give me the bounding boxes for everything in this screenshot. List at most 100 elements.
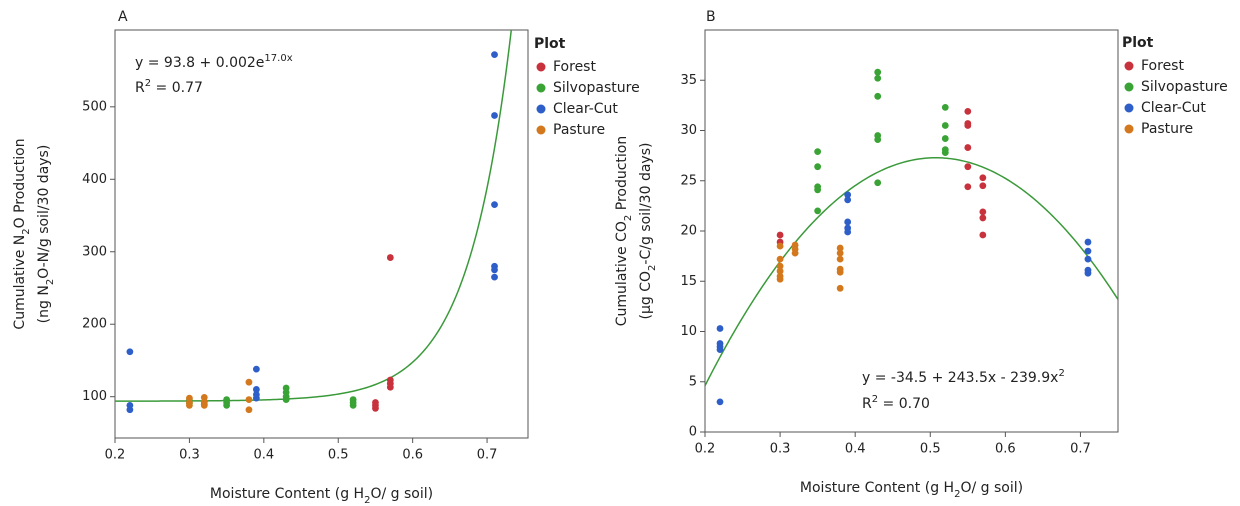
point: [491, 201, 498, 209]
r-squared-part: = 0.70: [878, 396, 930, 412]
legend-swatch: [536, 62, 546, 72]
y-tick-label: 20: [680, 224, 697, 239]
x-tick-label: 0.6: [402, 448, 423, 463]
point: [814, 163, 822, 171]
x-tick-label: 0.5: [920, 442, 941, 457]
x-tick-label: 0.4: [253, 448, 274, 463]
point: [979, 208, 987, 216]
y-tick-label: 35: [680, 73, 697, 88]
legend-label: Pasture: [553, 122, 605, 138]
y-axis-label-part: Cumulative CO: [614, 221, 630, 326]
r-squared: R2 = 0.70: [862, 394, 930, 413]
point: [979, 214, 987, 222]
point: [814, 207, 822, 215]
point: [844, 196, 852, 204]
r-squared-part: 2: [872, 394, 878, 405]
point: [979, 174, 987, 182]
point: [836, 255, 844, 263]
legend-swatch: [1124, 82, 1134, 92]
legend-swatch: [1124, 61, 1134, 71]
x-tick-label: 0.7: [477, 448, 498, 463]
fit-equation: y = -34.5 + 243.5x - 239.9x2: [862, 368, 1065, 387]
point: [245, 406, 253, 414]
point: [836, 244, 844, 252]
point: [964, 144, 972, 151]
point: [126, 348, 134, 356]
point: [386, 383, 394, 391]
point: [776, 242, 784, 250]
x-tick-label: 0.3: [179, 448, 200, 463]
y-tick-label: 100: [82, 389, 107, 404]
point: [245, 378, 253, 386]
legend-label: Forest: [1141, 58, 1184, 74]
y-axis-label: (ng N2O-N/g soil/30 days): [36, 145, 56, 324]
point: [964, 108, 972, 115]
x-tick-label: 0.7: [1070, 442, 1091, 457]
y-axis-label-part: (µg CO: [638, 271, 654, 320]
point: [776, 275, 784, 283]
y-axis-label-part: Production: [614, 136, 630, 215]
legend-label: Forest: [553, 59, 596, 75]
y-tick-label: 5: [689, 374, 697, 389]
legend-label: Clear-Cut: [1141, 100, 1206, 116]
point: [776, 231, 784, 239]
point: [716, 398, 724, 406]
point: [223, 401, 231, 409]
panel: B 0 5 10 15 20 25 30 35 0.2 0.3 0.4 0.5 0.6 0.7 Moistur…: [614, 9, 1228, 500]
x-axis-label-part: O/ g soil): [370, 486, 433, 502]
point: [979, 182, 987, 190]
point: [941, 135, 949, 142]
y-axis-label-part: 2: [623, 215, 634, 221]
legend-title: Plot: [1122, 35, 1154, 51]
y-axis-label: (µg CO2-C/g soil/30 days): [638, 143, 658, 320]
x-axis-label-part: 2: [364, 495, 370, 506]
fit-equation-part: y = 93.8 + 0.002e: [135, 55, 264, 71]
x-axis-label-part: O/ g soil): [960, 480, 1023, 496]
fit-curve: [115, 30, 513, 402]
r-squared-part: R: [862, 396, 872, 412]
y-axis-label-part: 2: [45, 279, 56, 285]
point: [874, 92, 882, 100]
x-tick-label: 0.2: [695, 442, 716, 457]
point: [964, 183, 972, 191]
point: [491, 266, 498, 274]
legend-label: Silvopasture: [1141, 79, 1228, 95]
point: [814, 148, 822, 156]
point: [252, 386, 260, 393]
point: [874, 179, 882, 187]
point: [1084, 255, 1092, 263]
r-squared-part: 2: [145, 78, 151, 89]
r-squared-part: = 0.77: [151, 80, 203, 96]
point: [776, 267, 784, 275]
y-tick-label: 400: [82, 172, 107, 187]
fit-equation-part: 17.0x: [264, 53, 292, 64]
y-axis-label-part: 2: [21, 228, 32, 234]
fit-equation-part: y = -34.5 + 243.5x - 239.9x: [862, 370, 1058, 386]
panel-letter: A: [118, 9, 128, 25]
fit-equation: y = 93.8 + 0.002e17.0x: [135, 53, 293, 72]
point: [349, 401, 357, 409]
point: [814, 186, 822, 194]
point: [1084, 247, 1092, 255]
point: [836, 268, 844, 276]
x-axis-label-part: Moisture Content (g H: [210, 486, 364, 502]
y-tick-label: 15: [680, 274, 697, 289]
point: [844, 228, 852, 236]
point: [836, 284, 844, 292]
point: [979, 231, 987, 239]
fit-curve: [705, 156, 1118, 387]
point: [252, 394, 260, 402]
y-axis-label-part: O Production: [12, 138, 28, 228]
legend-swatch: [1124, 124, 1134, 134]
point: [126, 406, 134, 414]
legend-swatch: [536, 125, 546, 135]
point: [941, 103, 949, 111]
y-tick-label: 10: [680, 324, 697, 339]
y-axis-label: Cumulative CO2 Production: [614, 136, 634, 326]
legend-swatch: [536, 83, 546, 93]
point: [245, 396, 253, 403]
point: [491, 112, 498, 119]
panel: A 100 200 300 400 500 0.2 0.3 0.4 0.5 0.6 0.7 Moistu…: [12, 9, 640, 506]
y-axis-label: Cumulative N2O Production: [12, 138, 32, 329]
